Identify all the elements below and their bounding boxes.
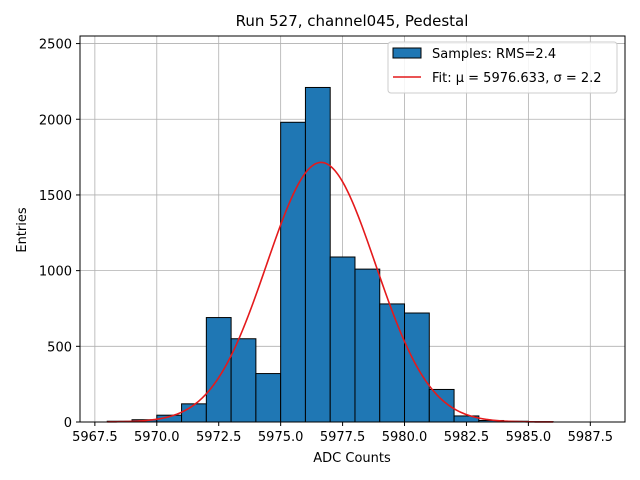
- x-tick-label: 5975.0: [258, 430, 304, 445]
- legend-box: [387, 41, 618, 94]
- y-tick-label: 2500: [39, 38, 72, 53]
- histogram-bar: [304, 86, 331, 423]
- histogram-bars: [106, 86, 554, 423]
- y-tick-label: 1500: [39, 189, 72, 204]
- grid: [80, 36, 625, 423]
- histogram-bar: [379, 303, 406, 423]
- y-tick-label: 2000: [39, 113, 72, 128]
- x-tick-label: 5977.5: [320, 430, 366, 445]
- y-tick-label: 500: [47, 340, 72, 355]
- histogram-bar: [329, 256, 356, 423]
- y-axis-label: Entries: [15, 207, 30, 253]
- x-tick-label: 5985.0: [506, 430, 552, 445]
- histogram-bar: [230, 338, 257, 423]
- x-tick-label: 5980.0: [382, 430, 428, 445]
- legend: Samples: RMS=2.4 Fit: μ = 5976.633, σ = …: [387, 41, 618, 94]
- x-axis: 5967.5 5970.0 5972.5 5975.0 5977.5 5980.0 5982…: [72, 422, 613, 445]
- y-tick-label: 0: [64, 416, 72, 431]
- histogram-bar: [354, 268, 381, 423]
- histogram-bar: [255, 373, 282, 423]
- legend-entry-samples: Samples: RMS=2.4: [432, 47, 556, 62]
- x-tick-label: 5967.5: [72, 430, 118, 445]
- plot-frame: [79, 35, 626, 423]
- x-axis-label: ADC Counts: [313, 451, 391, 466]
- histogram-bar: [181, 403, 207, 423]
- legend-bar-swatch: [392, 47, 422, 59]
- y-axis: 0 500 1000 1500 2000 2500: [39, 38, 80, 431]
- legend-entry-fit: Fit: μ = 5976.633, σ = 2.2: [432, 71, 602, 86]
- y-tick-label: 1000: [39, 265, 72, 280]
- x-tick-label: 5982.5: [444, 430, 490, 445]
- histogram-bar: [280, 121, 306, 423]
- fit-curve: [107, 161, 554, 423]
- x-tick-label: 5972.5: [196, 430, 242, 445]
- x-tick-label: 5970.0: [134, 430, 180, 445]
- chart-title: Run 527, channel045, Pedestal: [236, 12, 469, 30]
- histogram-bar: [205, 317, 232, 423]
- x-tick-label: 5987.5: [568, 430, 614, 445]
